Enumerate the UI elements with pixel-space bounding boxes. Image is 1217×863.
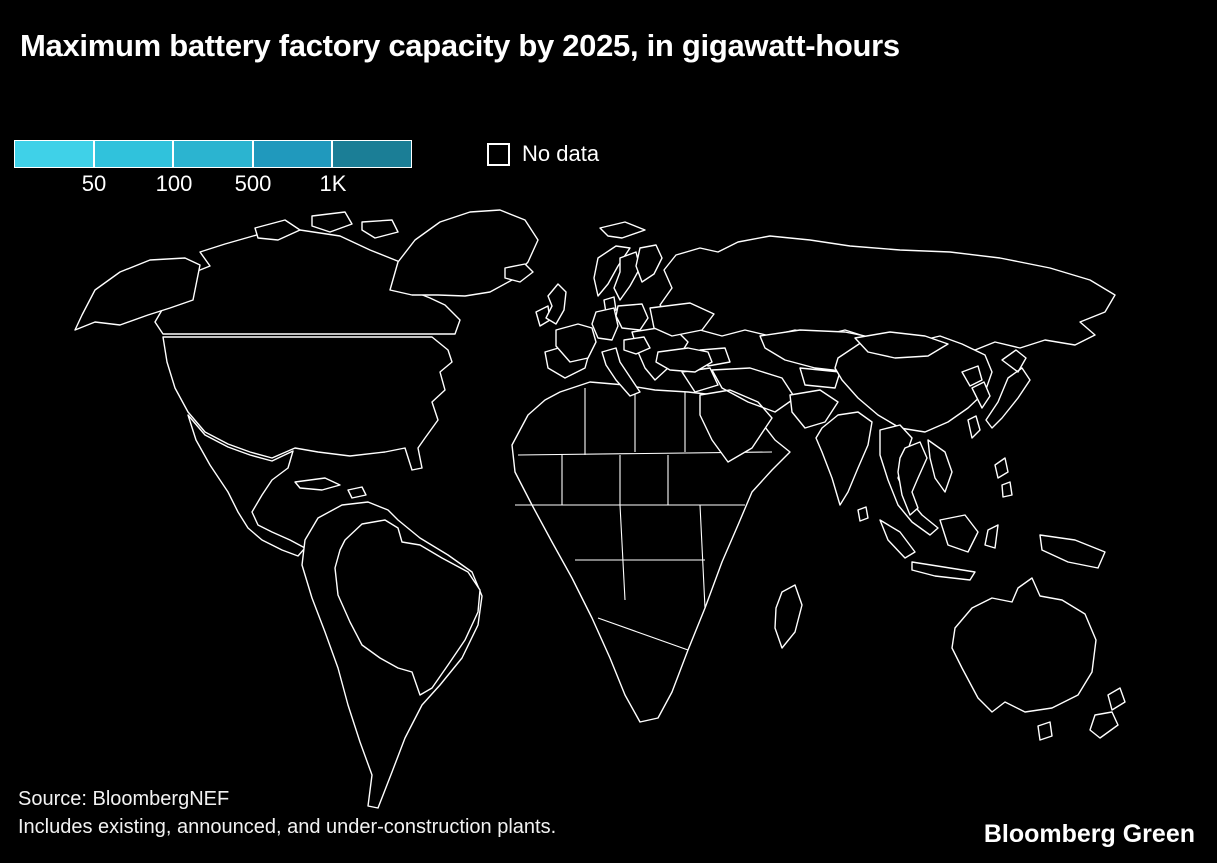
region-eastern-europe <box>649 302 715 337</box>
legend-color-scale <box>14 140 412 168</box>
country-italy <box>601 347 641 397</box>
footnote-line: Includes existing, announced, and under-… <box>18 816 557 838</box>
country-greenland <box>389 209 539 297</box>
country-philippines <box>994 457 1013 498</box>
country-united-states <box>162 336 453 471</box>
country-germany <box>591 307 619 341</box>
country-hungary <box>623 336 651 355</box>
country-japan <box>985 349 1031 429</box>
no-data-label: No data <box>522 141 600 166</box>
country-australia <box>951 577 1097 741</box>
chart-title: Maximum battery factory capacity by 2025… <box>20 28 900 63</box>
legend-swatch-lt50 <box>15 141 93 167</box>
country-mongolia <box>854 331 949 359</box>
country-brazil <box>334 519 481 696</box>
country-turkey <box>655 347 713 373</box>
country-north-korea <box>961 365 983 387</box>
source-note: Source: BloombergNEF Includes existing, … <box>18 785 556 841</box>
country-thailand <box>897 441 928 516</box>
country-new-zealand <box>1089 687 1126 739</box>
country-sweden <box>613 251 641 301</box>
region-afghanistan-pakistan <box>789 389 839 429</box>
country-mexico-central-america <box>187 414 306 557</box>
island-sri-lanka <box>857 506 869 522</box>
country-south-korea <box>971 381 991 409</box>
country-india <box>815 411 873 506</box>
legend-swatch-500-1k <box>251 141 332 167</box>
island-madagascar <box>774 584 803 649</box>
caribbean-islands <box>294 477 367 499</box>
source-line: Source: BloombergNEF <box>18 788 230 810</box>
country-france <box>555 323 597 363</box>
country-taiwan <box>967 415 981 439</box>
country-finland <box>635 244 663 283</box>
arctic-islands <box>254 211 399 241</box>
region-indonesia <box>879 514 999 581</box>
legend-swatch-50-100 <box>92 141 173 167</box>
bloomberg-green-logo: Bloomberg Green <box>983 820 1195 848</box>
legend-tick-50: 50 <box>81 171 107 196</box>
region-se-asia-mainland <box>879 424 953 536</box>
country-poland <box>615 303 649 331</box>
legend-tick-500: 500 <box>234 171 272 196</box>
legend-swatch-100-500 <box>172 141 252 167</box>
country-united-kingdom <box>545 283 567 325</box>
island-new-guinea <box>1039 534 1106 569</box>
no-data-swatch-icon <box>487 142 510 166</box>
state-alaska <box>74 257 201 331</box>
africa-internal-borders <box>515 387 773 651</box>
legend-tick-labels: 50 100 500 1K <box>0 171 420 199</box>
country-iceland <box>504 263 534 283</box>
legend-tick-1k: 1K <box>319 171 347 196</box>
legend-no-data: No data <box>487 141 599 167</box>
legend-swatch-gt1k <box>331 141 411 167</box>
legend-tick-100: 100 <box>155 171 193 196</box>
